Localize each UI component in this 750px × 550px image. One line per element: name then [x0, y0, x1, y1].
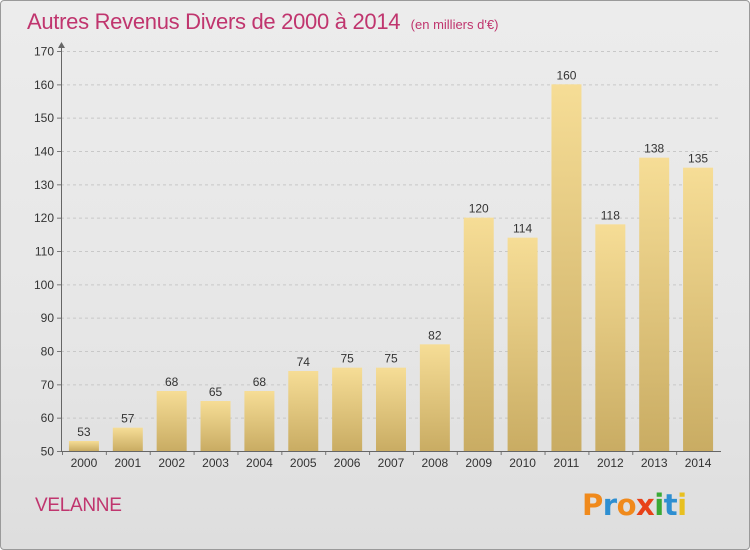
y-axis-arrow: [58, 42, 65, 48]
bar: [332, 367, 363, 451]
bar-value-label: 57: [121, 412, 135, 426]
bar-value-label: 75: [384, 352, 398, 366]
bar-value-label: 82: [428, 328, 442, 342]
bars: 53 57 68 65 68 74 75 75 82 120 114 160 118 138 135: [68, 68, 714, 451]
axes: 50 60 70 80 90 100 110 120 130 140 150 160 170 2000 20…: [34, 42, 721, 470]
y-tick-label: 60: [41, 411, 55, 425]
x-tick-label: 2001: [114, 456, 141, 470]
logo-letter: i: [654, 488, 664, 522]
bar: [244, 391, 275, 451]
bar-value-label: 160: [556, 68, 576, 82]
y-tick-label: 100: [34, 278, 54, 292]
chart-title: Autres Revenus Divers de 2000 à 2014 (en…: [27, 9, 498, 35]
bar: [463, 217, 494, 451]
x-tick-label: 2013: [641, 456, 668, 470]
x-tick-label: 2009: [465, 456, 492, 470]
y-tick-label: 150: [34, 111, 54, 125]
y-tick-label: 90: [41, 311, 55, 325]
logo-letter: t: [663, 488, 678, 522]
bar: [595, 224, 626, 451]
logo-letter: r: [602, 488, 617, 522]
bar-value-label: 68: [253, 375, 267, 389]
y-tick-label: 70: [41, 378, 55, 392]
x-tick-label: 2012: [597, 456, 624, 470]
bar: [419, 344, 450, 451]
bar-value-label: 138: [644, 142, 664, 156]
bar-value-label: 68: [165, 375, 179, 389]
logo-letter: i: [677, 488, 687, 522]
y-tick-label: 120: [34, 211, 54, 225]
bar-value-label: 118: [601, 208, 620, 222]
x-tick-label: 2010: [509, 456, 536, 470]
bar-value-label: 114: [513, 222, 532, 236]
bar-value-label: 74: [297, 355, 311, 369]
proxiti-logo[interactable]: Proxiti: [582, 488, 687, 522]
bar: [683, 167, 714, 451]
chart-title-text: Autres Revenus Divers de 2000 à 2014: [27, 9, 401, 34]
bar: [551, 84, 582, 451]
bar: [639, 157, 670, 451]
town-name: VELANNE: [35, 495, 122, 516]
bar-value-label: 75: [340, 352, 354, 366]
x-tick-label: 2006: [334, 456, 361, 470]
x-tick-label: 2011: [554, 456, 580, 470]
x-tick-label: 2003: [202, 456, 229, 470]
y-tick-label: 140: [34, 145, 54, 159]
x-tick-label: 2004: [246, 456, 273, 470]
y-tick-label: 110: [35, 245, 54, 259]
x-tick-label: 2000: [71, 456, 98, 470]
x-tick-label: 2002: [158, 456, 185, 470]
y-tick-label: 130: [34, 178, 54, 192]
bar-value-label: 65: [209, 385, 223, 399]
y-tick-label: 170: [34, 45, 54, 59]
logo-letter: x: [636, 488, 655, 522]
bar: [68, 441, 99, 451]
bar: [112, 427, 143, 451]
y-tick-label: 160: [34, 78, 54, 92]
y-tick-label: 80: [41, 345, 55, 359]
logo-letter: P: [582, 488, 603, 522]
bar-value-label: 53: [77, 425, 91, 439]
x-tick-label: 2014: [685, 456, 712, 470]
bar-value-label: 120: [469, 202, 489, 216]
bar: [288, 371, 319, 451]
bar-value-label: 135: [688, 152, 708, 166]
bar: [507, 237, 538, 451]
x-tick-label: 2005: [290, 456, 317, 470]
x-tick-label: 2008: [422, 456, 449, 470]
logo-letter: o: [616, 488, 637, 522]
x-tick-label: 2007: [378, 456, 405, 470]
y-tick-label: 50: [41, 445, 55, 459]
chart-unit-label: (en milliers d'€): [410, 17, 499, 32]
bar: [200, 401, 231, 451]
bar: [156, 391, 187, 451]
bar: [376, 367, 406, 451]
